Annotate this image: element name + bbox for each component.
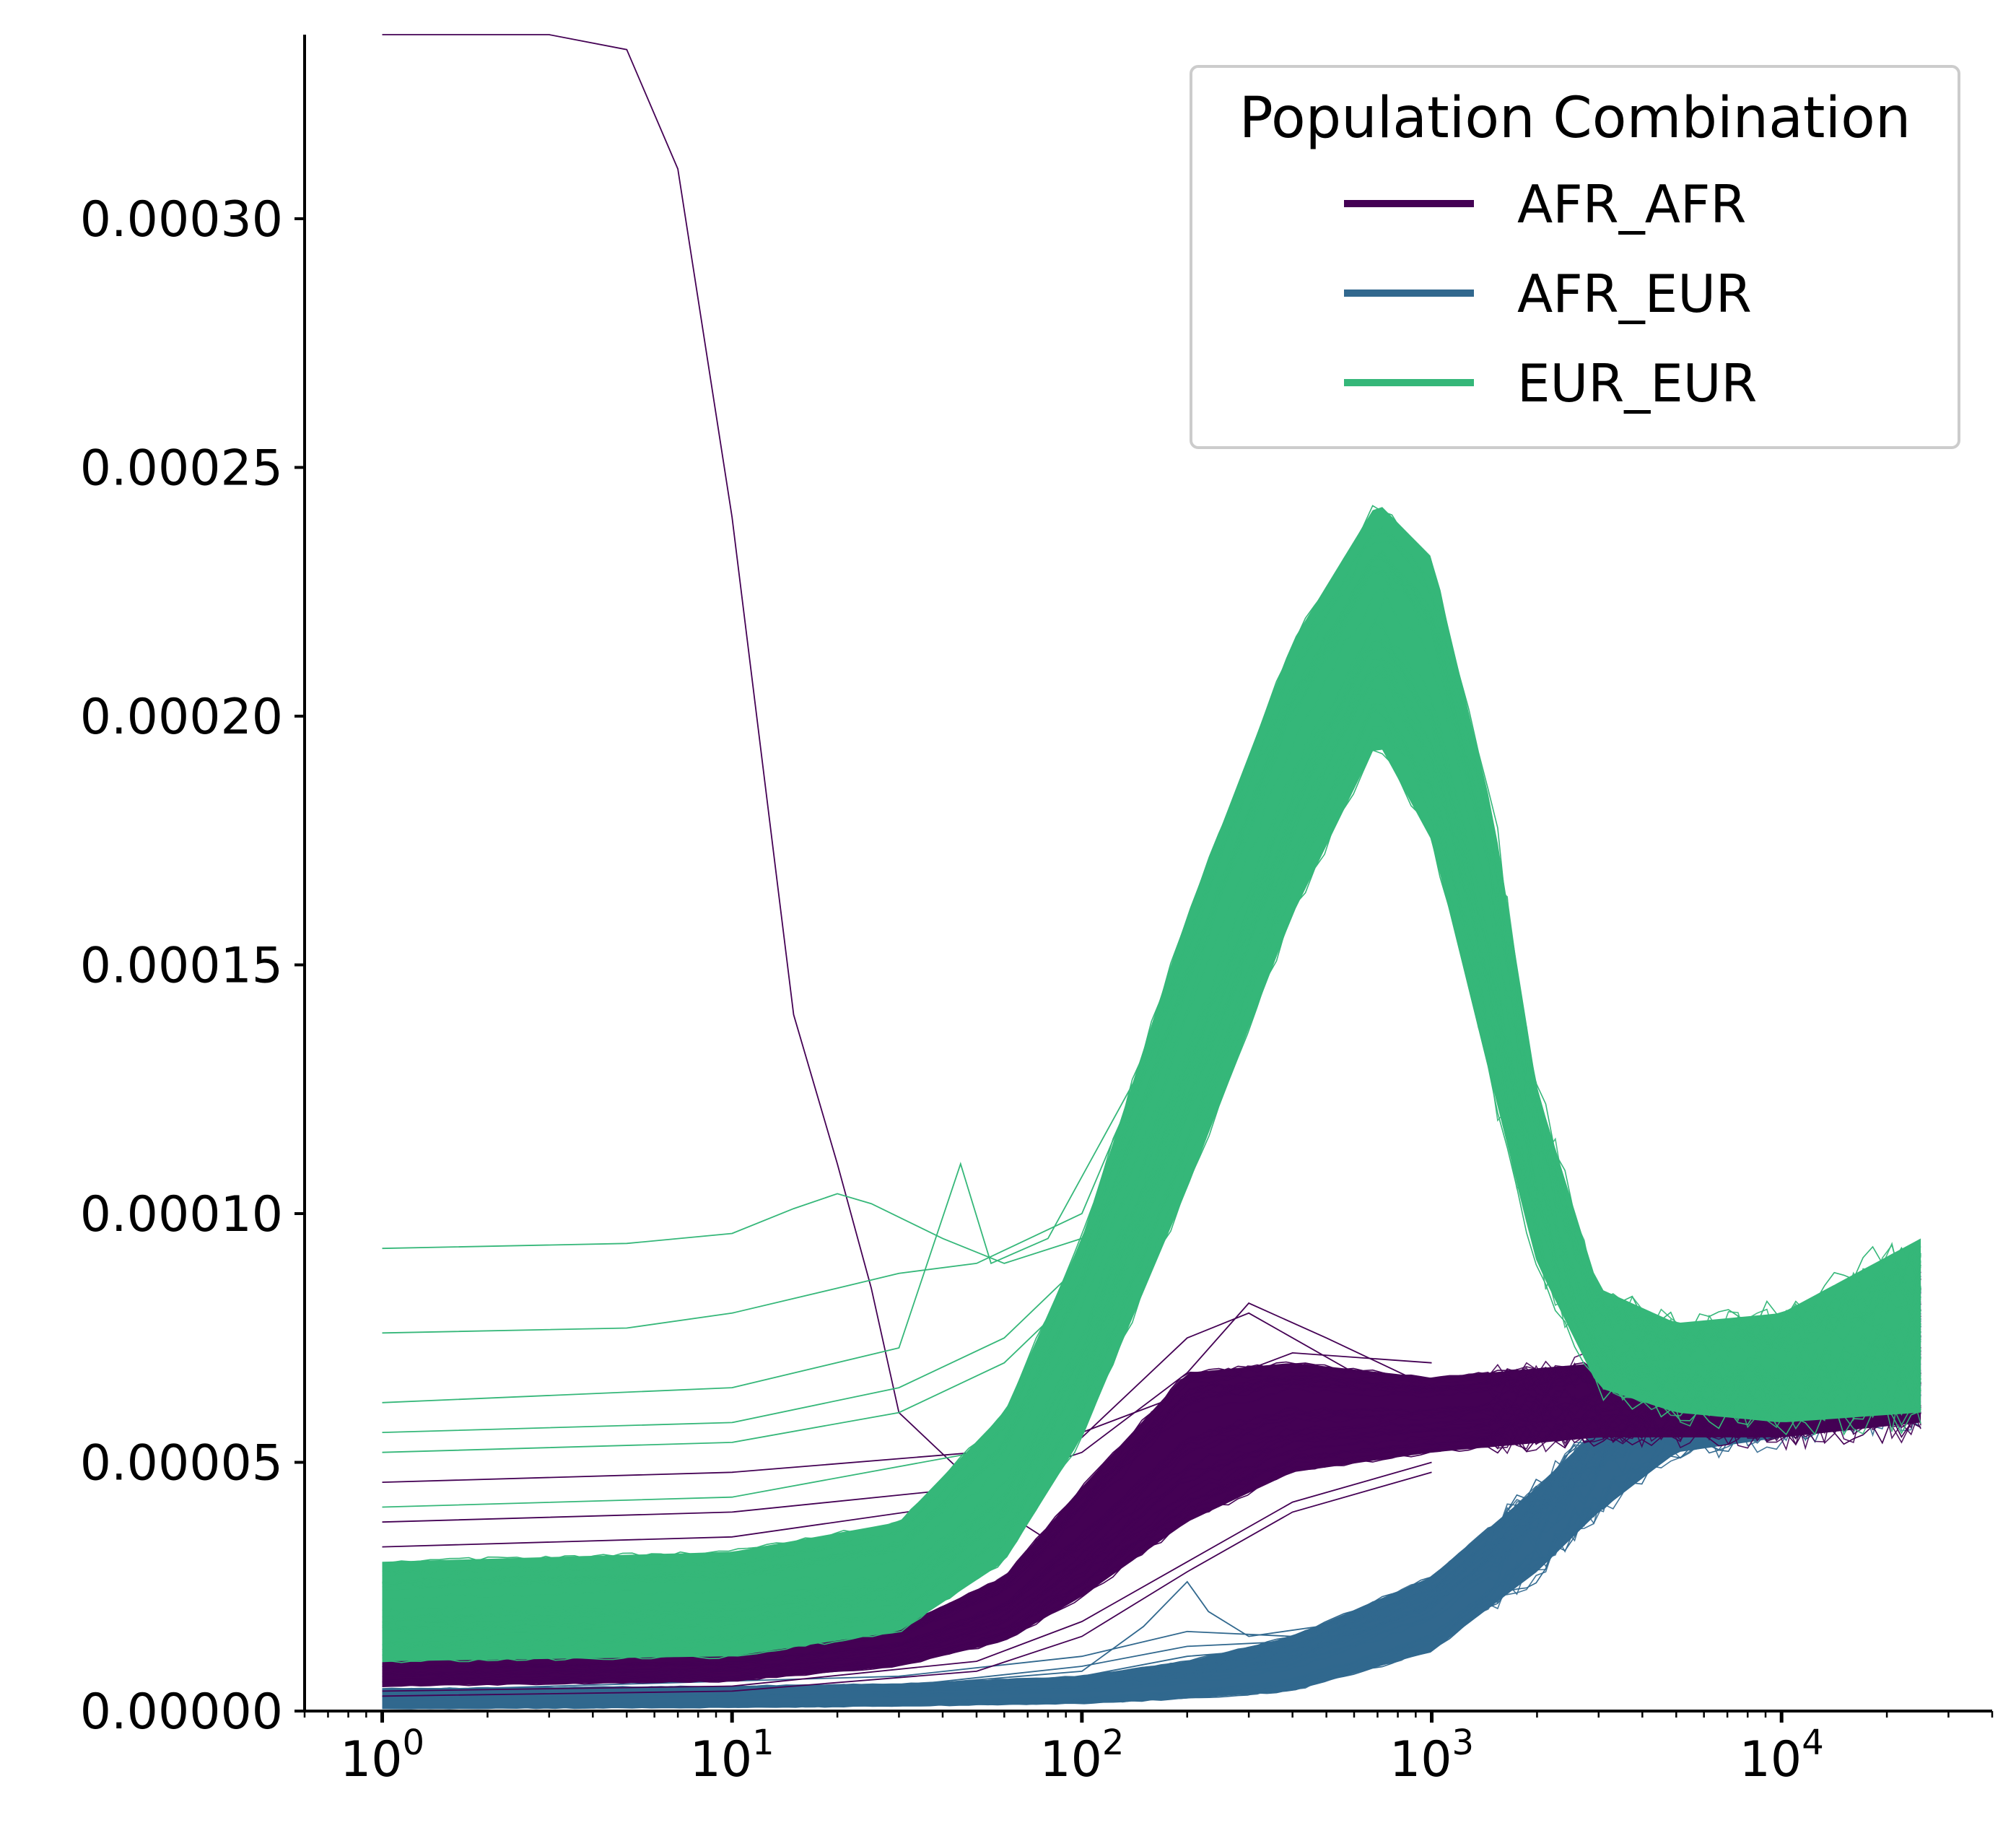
series-trace-eur-eur: [382, 665, 1921, 1632]
series-band-afr-eur: [382, 1288, 1921, 1709]
series-trace-eur-eur: [382, 526, 1921, 1576]
series-outlier-line-eur-eur: [382, 815, 1293, 1433]
series-trace-eur-eur: [382, 702, 1921, 1644]
series-outlier-line-afr-afr: [382, 1461, 1432, 1692]
legend: Population Combination AFR_AFR AFR_EUR EUR_…: [1190, 65, 1960, 449]
y-tick-label: 0.00005: [80, 1435, 283, 1492]
series-trace-afr-eur: [382, 1380, 1921, 1707]
series-outlier-line-eur-eur: [382, 965, 1188, 1334]
legend-frame: [1190, 65, 1960, 449]
series-trace-eur-eur: [382, 621, 1921, 1614]
series-trace-eur-eur: [382, 639, 1921, 1619]
series-trace-eur-eur: [382, 708, 1921, 1650]
x-tick-label: 100: [340, 1723, 424, 1788]
y-tick-label: 0.00030: [80, 191, 283, 248]
axes: 0.00000 0.00005 0.00010 0.00015 0.00020 0.000…: [80, 35, 1994, 1788]
series-trace-afr-eur: [382, 1374, 1921, 1705]
series-trace-eur-eur: [382, 571, 1921, 1591]
series-trace-afr-afr: [382, 1378, 1921, 1678]
series-trace-eur-eur: [382, 587, 1921, 1601]
plot-area: [382, 34, 1921, 1710]
legend-label-eur-eur: EUR_EUR: [1517, 353, 1757, 414]
series-trace-eur-eur: [382, 687, 1921, 1640]
series-outlier-line-eur-eur: [382, 765, 1249, 1453]
series-outlier-line-eur-eur: [382, 1014, 1188, 1264]
y-tick-label: 0.00025: [80, 440, 283, 497]
series-eur-eur: [382, 505, 1921, 1663]
series-trace-afr-afr: [382, 1370, 1921, 1681]
series-trace-eur-eur: [382, 541, 1921, 1577]
series-outlier-line-eur-eur: [382, 765, 1249, 1403]
series-trace-eur-eur: [382, 738, 1921, 1661]
series-outlier-line-afr-afr: [382, 34, 1432, 1563]
series-trace-eur-eur: [382, 702, 1921, 1647]
series-trace-afr-afr: [382, 1383, 1921, 1684]
series-trace-eur-eur: [382, 533, 1921, 1574]
y-tick-label: 0.00015: [80, 937, 283, 994]
series-trace-afr-afr: [382, 1358, 1921, 1678]
series-outlier-line-eur-eur: [382, 566, 1399, 1508]
series-trace-eur-eur: [382, 656, 1921, 1630]
series-edge-eur-eur: [382, 505, 1921, 1564]
series-trace-afr-eur: [382, 1372, 1921, 1706]
y-tick-label: 0.00010: [80, 1186, 283, 1243]
series-outlier-line-afr-afr: [382, 1302, 1432, 1523]
legend-label-afr-eur: AFR_EUR: [1517, 264, 1752, 324]
series-outlier-line-afr-eur: [382, 1585, 1432, 1697]
series-trace-afr-afr: [382, 1377, 1921, 1681]
x-tick-label: 102: [1039, 1723, 1124, 1788]
series-trace-eur-eur: [382, 644, 1921, 1623]
x-tick-label: 101: [690, 1723, 774, 1788]
series-trace-eur-eur: [382, 676, 1921, 1636]
series-outlier-line-afr-eur: [382, 1580, 1355, 1692]
y-tick-label: 0.00020: [80, 689, 283, 746]
series-trace-eur-eur: [382, 641, 1921, 1621]
y-tick-label: 0.00000: [80, 1684, 283, 1741]
x-tick-label: 103: [1389, 1723, 1474, 1788]
series-edge-afr-afr: [382, 1416, 1921, 1687]
series-trace-afr-eur: [382, 1385, 1921, 1708]
x-tick-label: 104: [1740, 1723, 1824, 1788]
series-edge-afr-eur: [382, 1408, 1921, 1710]
series-edge-eur-eur: [382, 749, 1921, 1663]
series-outlier-line-afr-afr: [382, 1471, 1432, 1697]
series-trace-eur-eur: [382, 671, 1921, 1633]
legend-title: Population Combination: [1239, 86, 1911, 151]
series-outlier-line-afr-eur: [382, 1650, 1249, 1697]
legend-label-afr-afr: AFR_AFR: [1517, 174, 1746, 235]
series-trace-eur-eur: [382, 710, 1921, 1649]
series-trace-eur-eur: [382, 726, 1921, 1652]
series-trace-eur-eur: [382, 556, 1921, 1585]
